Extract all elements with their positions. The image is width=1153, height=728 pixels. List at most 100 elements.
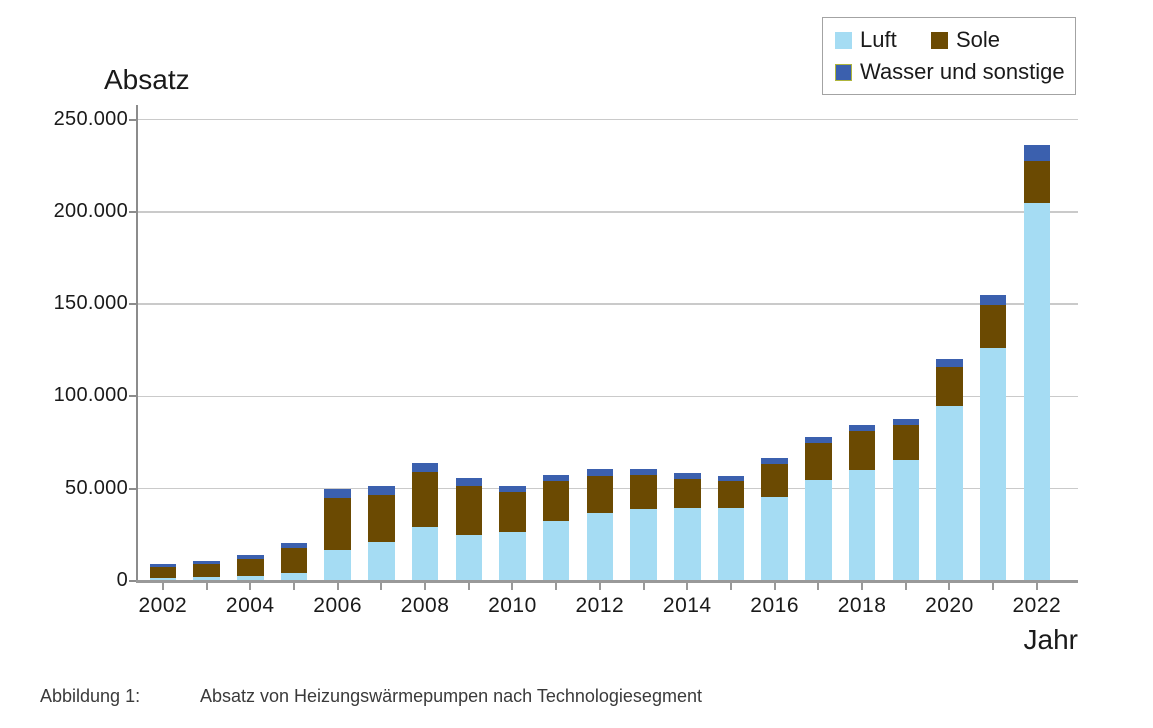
bar-2007 (368, 486, 395, 582)
bar-segment-luft (499, 532, 526, 582)
bar-segment-luft (1023, 202, 1051, 582)
bar-segment-luft (237, 576, 264, 582)
legend-label-sole: Sole (956, 27, 1001, 52)
bar-segment-luft (455, 534, 482, 582)
bar-2005 (280, 543, 308, 582)
y-tick-label: 150.000 (53, 292, 128, 315)
gridline-100000 (137, 395, 1078, 398)
bar-segment-wasser-und-sonstige (280, 543, 308, 548)
bar-segment-wasser-und-sonstige (324, 488, 351, 498)
x-tick-2013 (642, 583, 645, 590)
x-tick-label: 2006 (313, 594, 362, 617)
bar-segment-wasser-und-sonstige (936, 358, 963, 367)
legend-item-sole: Sole (931, 27, 1000, 53)
x-tick-2014 (686, 583, 689, 590)
bar-segment-sole (237, 558, 264, 577)
bar-segment-wasser-und-sonstige (411, 462, 439, 473)
bar-segment-sole (848, 430, 876, 471)
bar-2004 (237, 555, 264, 582)
y-tick-label: 250.000 (53, 107, 128, 130)
bar-segment-wasser-und-sonstige (892, 418, 919, 426)
bar-2015 (717, 475, 745, 582)
legend-item-luft: Luft (835, 27, 931, 53)
x-tick-2012 (598, 583, 601, 590)
x-tick-2016 (773, 583, 776, 590)
bar-segment-sole (499, 492, 526, 533)
bar-2009 (455, 477, 482, 582)
bar-segment-sole (717, 481, 745, 509)
bar-segment-luft (542, 521, 570, 582)
bar-segment-wasser-und-sonstige (848, 425, 876, 431)
figure-caption: Abbildung 1: Absatz von Heizungswärmepump… (40, 686, 702, 707)
y-axis-title: Absatz (104, 64, 190, 95)
x-tick-2022 (1035, 583, 1038, 590)
bar-segment-luft (717, 508, 745, 582)
legend-row-1: Luft Sole (835, 27, 1075, 53)
x-tick-2020 (948, 583, 951, 590)
x-tick-label: 2016 (750, 594, 799, 617)
bar-2003 (193, 560, 220, 582)
x-tick-2005 (292, 583, 295, 590)
bar-segment-luft (674, 508, 701, 582)
bar-segment-wasser-und-sonstige (499, 486, 526, 493)
bar-segment-wasser-und-sonstige (149, 564, 177, 568)
bar-segment-sole (674, 478, 701, 509)
y-tick-150000 (129, 303, 137, 306)
x-tick-label: 2022 (1012, 594, 1062, 617)
bar-segment-wasser-und-sonstige (717, 475, 745, 482)
bar-2011 (542, 474, 570, 582)
bar-segment-wasser-und-sonstige (193, 560, 220, 565)
legend-row-2: Wasser und sonstige (835, 59, 1075, 85)
bar-segment-wasser-und-sonstige (761, 458, 788, 464)
bar-2006 (324, 488, 351, 582)
y-tick-label: 0 (116, 569, 128, 591)
bar-segment-wasser-und-sonstige (455, 477, 482, 486)
bar-segment-luft (979, 347, 1007, 582)
bar-2012 (586, 469, 614, 582)
legend-label-wasser: Wasser und sonstige (860, 59, 1065, 84)
x-tick-label: 2018 (837, 594, 887, 617)
bar-segment-wasser-und-sonstige (1023, 145, 1051, 162)
x-tick-2007 (380, 583, 383, 590)
y-tick-label: 200.000 (53, 199, 128, 222)
gridline-250000 (137, 118, 1078, 121)
x-axis-line (136, 580, 1078, 583)
bar-segment-wasser-und-sonstige (674, 473, 701, 479)
x-tick-2003 (205, 583, 208, 590)
bar-segment-luft (280, 572, 308, 582)
bar-segment-luft (193, 577, 220, 582)
legend-item-wasser: Wasser und sonstige (835, 59, 1065, 85)
x-tick-label: 2002 (138, 594, 188, 617)
gridline-150000 (137, 303, 1078, 305)
bar-segment-sole (368, 495, 395, 543)
bar-2016 (761, 458, 788, 582)
y-tick-250000 (129, 118, 137, 121)
bar-2018 (848, 425, 876, 582)
bar-segment-luft (368, 542, 395, 582)
bar-segment-sole (586, 475, 614, 513)
bar-2022 (1023, 145, 1051, 582)
luft-swatch-icon (835, 31, 852, 49)
legend-label-luft: Luft (860, 27, 897, 52)
legend: Luft Sole Wasser und sonstige (822, 17, 1076, 95)
bar-segment-sole (1023, 161, 1051, 203)
x-axis-title: Jahr (1023, 624, 1078, 655)
y-tick-200000 (129, 210, 137, 213)
x-tick-label: 2004 (225, 594, 275, 617)
bar-segment-wasser-und-sonstige (630, 469, 657, 475)
caption-label: Abbildung 1: (40, 686, 141, 706)
x-tick-label: 2012 (575, 594, 625, 617)
bar-segment-wasser-und-sonstige (805, 437, 832, 443)
bar-segment-sole (805, 442, 832, 481)
bar-segment-wasser-und-sonstige (586, 469, 614, 476)
bar-segment-luft (630, 509, 657, 582)
x-tick-2015 (729, 583, 732, 590)
x-tick-2018 (861, 583, 864, 590)
bar-segment-wasser-und-sonstige (237, 555, 264, 559)
bar-segment-sole (193, 564, 220, 578)
bar-segment-sole (324, 497, 351, 550)
x-tick-2006 (336, 583, 339, 590)
x-tick-2019 (904, 583, 907, 590)
